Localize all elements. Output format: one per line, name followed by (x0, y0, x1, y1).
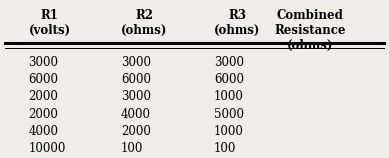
Text: 2000: 2000 (121, 125, 151, 138)
Text: 6000: 6000 (121, 73, 151, 86)
Text: 3000: 3000 (214, 56, 244, 69)
Text: 1000: 1000 (214, 90, 244, 103)
Text: 6000: 6000 (28, 73, 58, 86)
Text: R1
(volts): R1 (volts) (28, 9, 70, 37)
Text: R3
(ohms): R3 (ohms) (214, 9, 260, 37)
Text: 2000: 2000 (28, 90, 58, 103)
Text: 10000: 10000 (28, 142, 66, 155)
Text: 5000: 5000 (214, 108, 244, 121)
Text: 100: 100 (121, 142, 144, 155)
Text: 3000: 3000 (28, 56, 58, 69)
Text: 4000: 4000 (28, 125, 58, 138)
Text: 3000: 3000 (121, 56, 151, 69)
Text: 2000: 2000 (28, 108, 58, 121)
Text: R2
(ohms): R2 (ohms) (121, 9, 168, 37)
Text: 1000: 1000 (214, 125, 244, 138)
Text: 3000: 3000 (121, 90, 151, 103)
Text: 4000: 4000 (121, 108, 151, 121)
Text: 100: 100 (214, 142, 236, 155)
Text: 6000: 6000 (214, 73, 244, 86)
Text: Combined
Resistance
(ohms): Combined Resistance (ohms) (275, 9, 346, 52)
